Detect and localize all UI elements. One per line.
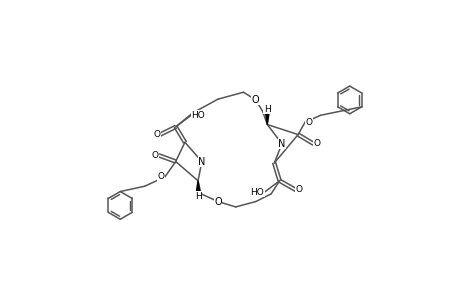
- Text: O: O: [252, 95, 259, 105]
- Text: O: O: [295, 185, 302, 194]
- Text: H: H: [263, 105, 270, 114]
- Text: N: N: [198, 157, 205, 166]
- Text: O: O: [304, 118, 311, 127]
- Polygon shape: [195, 181, 200, 196]
- Text: O: O: [157, 172, 164, 182]
- Text: O: O: [214, 196, 221, 206]
- Text: O: O: [313, 139, 320, 148]
- Text: HO: HO: [250, 188, 263, 197]
- Text: O: O: [151, 151, 158, 160]
- Text: H: H: [194, 192, 201, 201]
- Polygon shape: [264, 109, 269, 124]
- Text: HO: HO: [190, 111, 204, 120]
- Text: N: N: [278, 139, 285, 149]
- Text: O: O: [153, 130, 160, 139]
